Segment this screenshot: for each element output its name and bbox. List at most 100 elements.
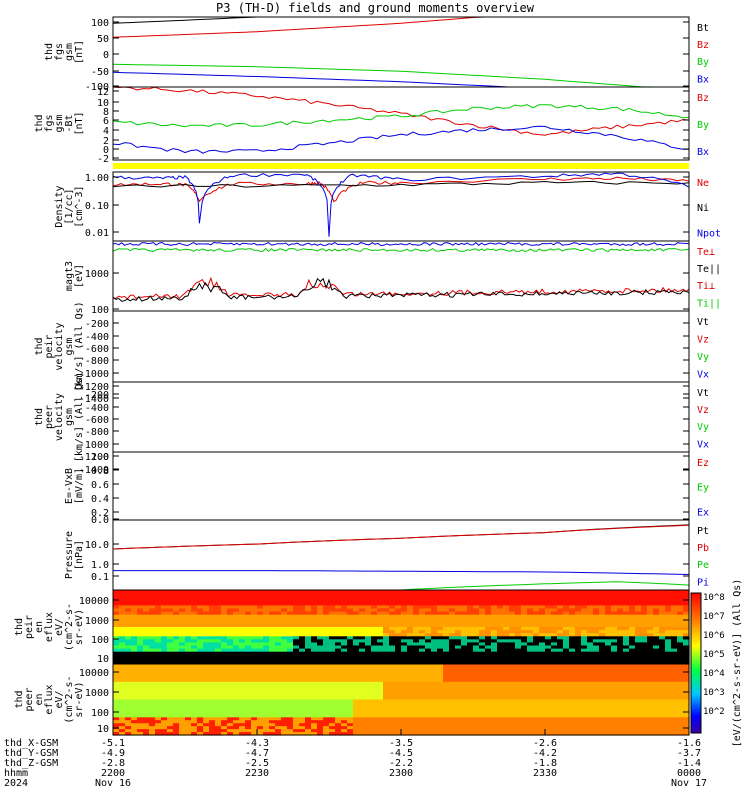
spectrogram-peir-cell — [641, 605, 648, 610]
spectrogram-peer-cell — [353, 687, 360, 692]
spectrogram-peer-cell — [485, 699, 492, 704]
spectrogram-peir-cell — [245, 599, 252, 603]
spectrogram-peir-cell — [419, 642, 426, 647]
spectrogram-peer-cell — [365, 714, 372, 718]
spectrogram-peer-cell — [311, 699, 318, 704]
spectrogram-peer-cell — [575, 675, 582, 680]
spectrogram-peer-cell — [215, 681, 222, 686]
spectrogram-peer-cell — [227, 726, 234, 730]
spectrogram-peer-cell — [203, 678, 210, 683]
spectrogram-peir-cell — [431, 608, 438, 613]
spectrogram-peer-cell — [341, 693, 348, 698]
spectrogram-peer-cell — [269, 693, 276, 698]
spectrogram-peer-cell — [239, 732, 246, 736]
spectrogram-peir-cell — [269, 651, 276, 656]
spectrogram-peir-cell — [545, 599, 552, 603]
spectrogram-peir-cell — [593, 660, 600, 665]
spectrogram-peer-cell — [653, 664, 660, 668]
spectrogram-peir-cell — [683, 654, 690, 659]
spectrogram-peer-cell — [479, 720, 486, 724]
spectrogram-peir-cell — [575, 645, 582, 650]
spectrogram-peer-cell — [575, 684, 582, 689]
spectrogram-peir-cell — [545, 596, 552, 600]
spectrogram-peer-cell — [329, 699, 336, 704]
y-tick-label: 6 — [103, 116, 109, 127]
spectrogram-peir-cell — [365, 599, 372, 603]
y-axis-label: [km/s] (All Qs) — [74, 372, 85, 462]
spectrogram-peer-cell — [173, 664, 180, 668]
spectrogram-peir-cell — [389, 660, 396, 665]
spectrogram-peir-cell — [635, 630, 642, 634]
spectrogram-peer-cell — [449, 681, 456, 686]
spectrogram-peir-cell — [137, 596, 144, 600]
spectrogram-peer-cell — [281, 667, 288, 671]
spectrogram-peer-cell — [461, 675, 468, 680]
spectrogram-peer-cell — [461, 690, 468, 695]
spectrogram-peer-cell — [611, 678, 618, 683]
y-tick-label: 0.6 — [91, 480, 109, 491]
spectrogram-peir-cell — [281, 654, 288, 659]
spectrogram-peir-cell — [419, 645, 426, 650]
spectrogram-peir-cell — [335, 660, 342, 665]
spectrogram-peir-cell — [605, 636, 612, 640]
spectrogram-peir-cell — [677, 614, 684, 619]
spectrogram-peir-cell — [467, 596, 474, 600]
series-Npot-line — [112, 172, 690, 237]
spectrogram-peer-cell — [527, 714, 534, 718]
spectrogram-peir-cell — [677, 599, 684, 603]
spectrogram-peir-cell — [161, 590, 168, 594]
spectrogram-peer-cell — [563, 669, 570, 674]
spectrogram-peir-cell — [605, 605, 612, 610]
spectrogram-peer-cell — [311, 684, 318, 689]
spectrogram-peir-cell — [515, 605, 522, 610]
spectrogram-peir-cell — [647, 627, 654, 631]
spectrogram-peir-cell — [563, 630, 570, 634]
spectrogram-peir-cell — [605, 627, 612, 631]
spectrogram-peir-cell — [443, 611, 450, 616]
spectrogram-peer-cell — [557, 672, 564, 677]
spectrogram-peer-cell — [659, 684, 666, 689]
spectrogram-peir-cell — [575, 630, 582, 634]
spectrogram-peir-cell — [359, 596, 366, 600]
spectrogram-peir-cell — [143, 614, 150, 619]
spectrogram-peer-cell — [413, 729, 420, 733]
spectrogram-peer-cell — [371, 699, 378, 704]
spectrogram-peir-cell — [197, 617, 204, 622]
spectrogram-peer-cell — [143, 687, 150, 692]
spectrogram-peir-cell — [131, 630, 138, 634]
spectrogram-peir-cell — [461, 636, 468, 640]
y-axis-label: velocity — [54, 322, 65, 370]
spectrogram-peer-cell — [509, 714, 516, 718]
spectrogram-peer-cell — [251, 720, 258, 724]
series-Te-perp-line — [112, 241, 690, 247]
panel-frame — [112, 310, 690, 383]
spectrogram-peir-cell — [197, 608, 204, 613]
spectrogram-peir-cell — [287, 633, 294, 637]
spectrogram-peir-cell — [227, 639, 234, 643]
spectrogram-peer-cell — [359, 714, 366, 718]
spectrogram-peer-cell — [677, 669, 684, 674]
spectrogram-peir-cell — [311, 620, 318, 625]
spectrogram-peir-cell — [491, 642, 498, 647]
spectrogram-peir-cell — [521, 651, 528, 656]
spectrogram-peer-cell — [353, 696, 360, 701]
spectrogram-peir-cell — [329, 590, 336, 594]
spectrogram-peer-cell — [293, 664, 300, 668]
spectrogram-peer-cell — [281, 720, 288, 724]
spectrogram-peir-cell — [401, 605, 408, 610]
spectrogram-peir-cell — [461, 651, 468, 656]
spectrogram-peer-cell — [119, 678, 126, 683]
spectrogram-peir-cell — [521, 639, 528, 643]
spectrogram-peir-cell — [539, 605, 546, 610]
spectrogram-peer-cell — [239, 693, 246, 698]
spectrogram-peir-cell — [209, 602, 216, 606]
spectrogram-peir-cell — [131, 608, 138, 613]
spectrogram-peer-cell — [569, 669, 576, 674]
spectrogram-peer-cell — [437, 675, 444, 680]
spectrogram-peir-cell — [497, 660, 504, 665]
spectrogram-peer-cell — [329, 711, 336, 715]
spectrogram-peer-cell — [497, 717, 504, 721]
spectrogram-peir-cell — [467, 642, 474, 647]
spectrogram-peir-cell — [461, 654, 468, 659]
spectrogram-peir-cell — [413, 599, 420, 603]
